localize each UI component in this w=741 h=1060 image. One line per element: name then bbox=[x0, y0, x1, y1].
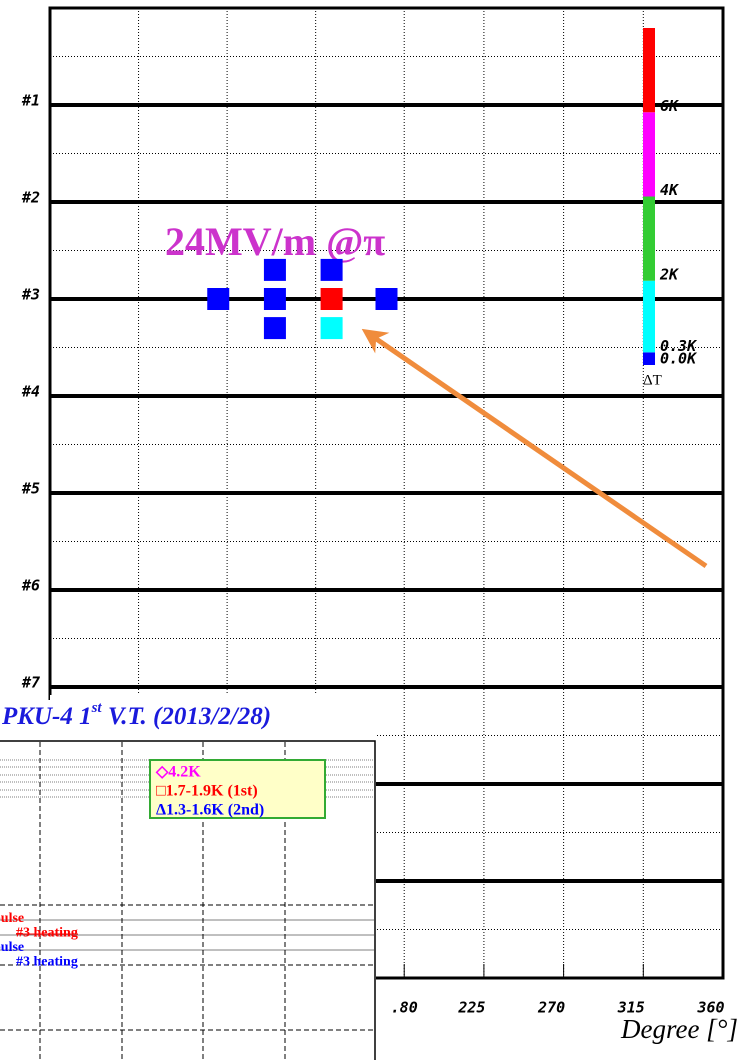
colorbar-label: 2K bbox=[659, 265, 680, 283]
plot-frame bbox=[48, 6, 725, 980]
x-tick-label: 225 bbox=[457, 999, 485, 1017]
overlay-bg bbox=[50, 695, 375, 740]
temperature-square bbox=[320, 317, 343, 340]
colorbar-title: ΔT bbox=[643, 372, 662, 388]
colorbar-label: 4K bbox=[660, 181, 680, 199]
temperature-square bbox=[263, 317, 286, 340]
temperature-square bbox=[320, 258, 343, 281]
overlay-note: pulse bbox=[0, 940, 24, 955]
legend-entry: □1.7-1.9K (1st) bbox=[156, 783, 258, 800]
y-tick-label: #3 bbox=[21, 286, 40, 304]
legend-box bbox=[149, 759, 326, 819]
overlay-frame bbox=[0, 740, 376, 1060]
overlay-note: #3 heating bbox=[16, 955, 78, 970]
annotation: 24MV/m @π bbox=[165, 219, 385, 264]
colorbar-segment bbox=[643, 28, 655, 113]
temperature-square bbox=[320, 288, 343, 310]
colorbar-label: 0.0K bbox=[660, 350, 698, 368]
temperature-square bbox=[263, 258, 286, 281]
legend-entry: ◇4.2K bbox=[155, 764, 201, 781]
colorbar-label: 0.3K bbox=[660, 337, 698, 355]
y-tick-label: #6 bbox=[21, 577, 40, 595]
colorbar-segment bbox=[643, 112, 655, 197]
y-tick-label: #1 bbox=[21, 92, 40, 110]
y-tick-label: #5 bbox=[21, 480, 40, 498]
y-tick-label: #7 bbox=[21, 674, 40, 692]
overlay-note: #3 heating bbox=[16, 926, 78, 941]
temperature-square bbox=[375, 288, 398, 310]
legend-entry: Δ1.3-1.6K (2nd) bbox=[156, 802, 264, 819]
colorbar-segment bbox=[643, 196, 655, 281]
colorbar-segment bbox=[643, 352, 655, 365]
x-tick-label: .80 bbox=[391, 999, 418, 1017]
y-tick-label: #2 bbox=[21, 189, 40, 207]
y-tick-label: #4 bbox=[21, 383, 40, 401]
colorbar-segment bbox=[643, 280, 655, 353]
title-part: V.T. (2013/2/28) bbox=[102, 703, 271, 730]
x-axis-label: Degree [°] bbox=[620, 1014, 738, 1044]
overlay-note: pulse bbox=[0, 911, 24, 926]
overlay-title: PKU-4 1st V.T. (2013/2/28) bbox=[1, 700, 271, 729]
arrow bbox=[361, 328, 708, 569]
x-tick-label: 315 bbox=[617, 999, 645, 1017]
temperature-square bbox=[207, 288, 230, 310]
colorbar-label: 6K bbox=[660, 97, 680, 115]
title-part: st bbox=[91, 700, 103, 716]
x-tick-label: 360 bbox=[696, 999, 724, 1017]
x-tick-label: 270 bbox=[537, 999, 565, 1017]
temperature-square bbox=[263, 288, 286, 310]
overlay-bg bbox=[0, 700, 376, 1060]
title-part: PKU-4 1 bbox=[1, 703, 92, 730]
